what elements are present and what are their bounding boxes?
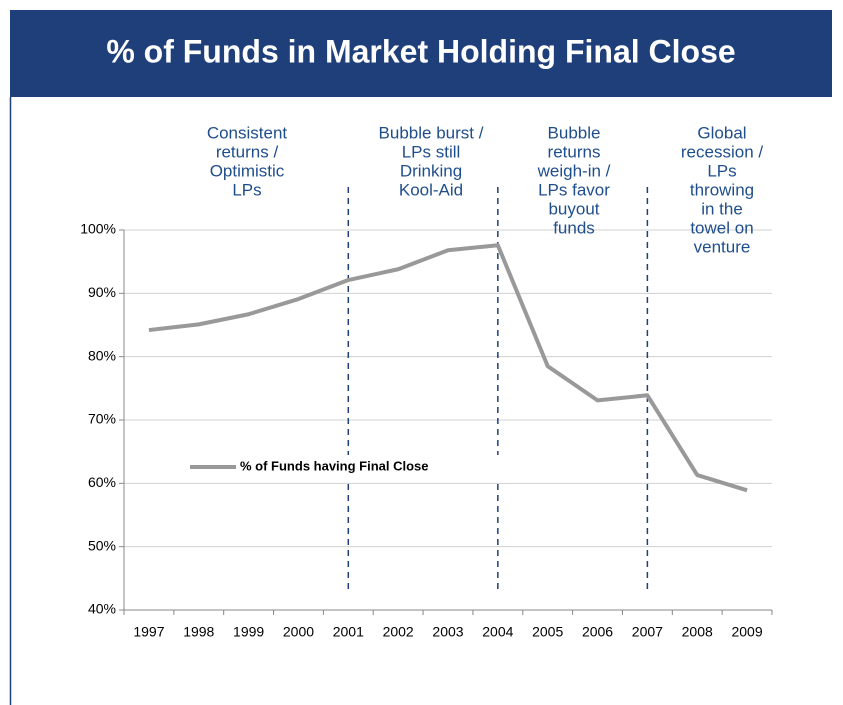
period-annotation: Global	[697, 123, 746, 142]
period-annotation: Drinking	[400, 161, 462, 180]
x-tick-label: 1997	[133, 624, 164, 640]
period-annotation: Optimistic	[210, 161, 285, 180]
y-tick-label: 100%	[80, 221, 116, 237]
x-tick-label: 2001	[333, 624, 364, 640]
x-tick-label: 1999	[233, 624, 264, 640]
x-tick-label: 2002	[383, 624, 414, 640]
x-tick-label: 2009	[731, 624, 762, 640]
y-tick-label: 70%	[88, 411, 116, 427]
y-tick-label: 40%	[88, 601, 116, 617]
period-annotation: Bubble burst /	[379, 123, 484, 142]
x-tick-label: 2003	[432, 624, 463, 640]
period-annotation: LPs still	[402, 142, 461, 161]
period-annotation: towel on	[690, 218, 753, 237]
x-tick-label: 2008	[682, 624, 713, 640]
period-annotation: Consistent	[207, 123, 288, 142]
period-annotation: in the	[701, 199, 743, 218]
period-annotation: venture	[694, 237, 751, 256]
period-annotation: LPs	[707, 161, 736, 180]
period-annotation: recession /	[681, 142, 763, 161]
period-annotation: LPs favor	[538, 180, 610, 199]
period-annotation: Kool-Aid	[399, 180, 463, 199]
y-tick-label: 50%	[88, 537, 116, 553]
period-annotation: Bubble	[548, 123, 601, 142]
period-annotation: weigh-in /	[537, 161, 611, 180]
chart-title: % of Funds in Market Holding Final Close	[106, 33, 735, 69]
y-tick-label: 80%	[88, 347, 116, 363]
x-tick-label: 2006	[582, 624, 613, 640]
x-tick-label: 1998	[183, 624, 214, 640]
x-tick-label: 2005	[532, 624, 563, 640]
period-annotation: LPs	[232, 180, 261, 199]
period-annotation: returns	[548, 142, 601, 161]
y-tick-label: 60%	[88, 474, 116, 490]
period-annotation: throwing	[690, 180, 754, 199]
x-tick-label: 2007	[632, 624, 663, 640]
period-annotation: buyout	[548, 199, 599, 218]
period-annotation: returns /	[216, 142, 279, 161]
y-tick-label: 90%	[88, 284, 116, 300]
period-annotation: funds	[553, 218, 595, 237]
legend-label: % of Funds having Final Close	[240, 458, 429, 473]
data-line	[148, 243, 748, 493]
header-band	[10, 10, 832, 97]
x-tick-label: 2004	[482, 624, 513, 640]
x-tick-label: 2000	[283, 624, 314, 640]
